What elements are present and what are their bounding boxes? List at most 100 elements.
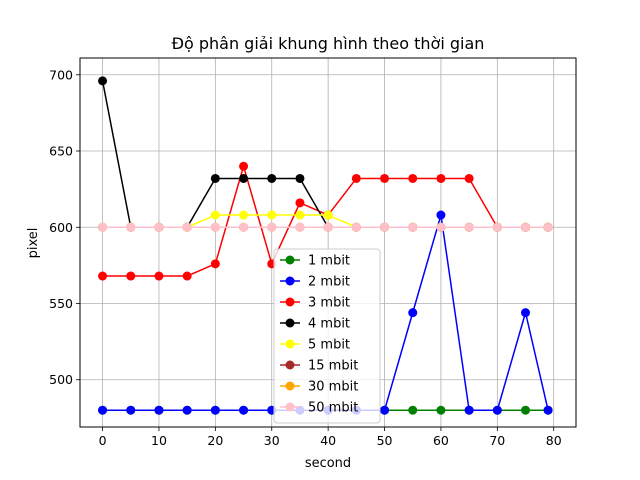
y-tick-label: 700 [49, 67, 73, 82]
legend-entry: 4 mbit [280, 317, 350, 332]
data-point [210, 405, 220, 415]
data-point [436, 210, 446, 220]
legend-label: 2 mbit [308, 275, 350, 290]
x-tick-label: 40 [320, 433, 336, 448]
x-tick-label: 80 [546, 433, 562, 448]
legend-label: 4 mbit [308, 317, 350, 332]
data-point [408, 222, 418, 232]
data-point [239, 173, 249, 183]
series-50-mbit [98, 222, 553, 232]
data-point [267, 173, 277, 183]
data-point [182, 405, 192, 415]
data-point [267, 210, 277, 220]
data-point [98, 76, 108, 86]
data-point [295, 210, 305, 220]
data-point [210, 210, 220, 220]
data-point [126, 222, 136, 232]
data-point [380, 405, 390, 415]
x-tick-label: 60 [433, 433, 449, 448]
data-point [351, 173, 361, 183]
data-point [210, 222, 220, 232]
data-point [98, 222, 108, 232]
legend-marker [285, 381, 295, 391]
data-point [182, 222, 192, 232]
legend-marker [285, 402, 295, 412]
legend-marker [285, 360, 295, 370]
data-point [464, 222, 474, 232]
legend-label: 3 mbit [308, 296, 350, 311]
x-axis-ticks: 0 10 20 30 40 50 60 70 80 [99, 427, 562, 448]
x-tick-label: 0 [99, 433, 107, 448]
data-point [126, 405, 136, 415]
data-point [380, 173, 390, 183]
data-point [154, 405, 164, 415]
legend-frame [273, 248, 381, 424]
data-point [492, 405, 502, 415]
data-point [521, 308, 531, 318]
data-point [543, 405, 553, 415]
legend-entry: 2 mbit [280, 275, 350, 290]
x-tick-label: 10 [151, 433, 167, 448]
data-point [295, 222, 305, 232]
data-point [239, 405, 249, 415]
legend: 1 mbit 2 mbit 3 mbit 4 mbit 5 mbit 15 mbit 30 … [273, 248, 381, 424]
data-point [521, 222, 531, 232]
y-axis-ticks: 500 550 600 650 700 [49, 67, 80, 387]
legend-entry: 50 mbit [280, 401, 358, 416]
data-point [210, 173, 220, 183]
x-tick-label: 30 [264, 433, 280, 448]
legend-label: 5 mbit [308, 338, 350, 353]
data-point [182, 271, 192, 281]
data-point [436, 405, 446, 415]
legend-label: 50 mbit [308, 401, 358, 416]
data-point [492, 222, 502, 232]
data-point [323, 222, 333, 232]
data-point [408, 405, 418, 415]
legend-entry: 1 mbit [280, 254, 350, 269]
data-point [323, 210, 333, 220]
data-point [351, 222, 361, 232]
data-point [210, 259, 220, 269]
data-point [126, 271, 136, 281]
legend-label: 30 mbit [308, 380, 358, 395]
data-point [295, 198, 305, 208]
legend-entry: 30 mbit [280, 380, 358, 395]
data-point [239, 222, 249, 232]
legend-label: 1 mbit [308, 254, 350, 269]
y-tick-label: 550 [49, 296, 73, 311]
data-point [408, 308, 418, 318]
y-tick-label: 650 [49, 144, 73, 159]
x-tick-label: 70 [489, 433, 505, 448]
y-axis-label: pixel [26, 228, 41, 259]
chart-title: Độ phân giải khung hình theo thời gian [172, 34, 485, 53]
x-tick-label: 50 [377, 433, 393, 448]
legend-entry: 15 mbit [280, 359, 358, 374]
y-tick-label: 600 [49, 220, 73, 235]
legend-entry: 5 mbit [280, 338, 350, 353]
x-tick-label: 20 [207, 433, 223, 448]
y-tick-label: 500 [49, 372, 73, 387]
data-point [154, 222, 164, 232]
data-point [464, 405, 474, 415]
data-point [239, 210, 249, 220]
data-point [154, 271, 164, 281]
data-point [408, 173, 418, 183]
data-point [380, 222, 390, 232]
data-point [295, 173, 305, 183]
data-point [98, 271, 108, 281]
data-point [239, 161, 249, 171]
data-point [543, 222, 553, 232]
data-point [521, 405, 531, 415]
legend-entry: 3 mbit [280, 296, 350, 311]
data-point [436, 173, 446, 183]
data-point [267, 222, 277, 232]
data-point [98, 405, 108, 415]
data-point [436, 222, 446, 232]
legend-marker [285, 255, 295, 265]
data-point [464, 173, 474, 183]
legend-marker [285, 297, 295, 307]
legend-marker [285, 339, 295, 349]
legend-marker [285, 318, 295, 328]
x-axis-label: second [305, 456, 351, 471]
